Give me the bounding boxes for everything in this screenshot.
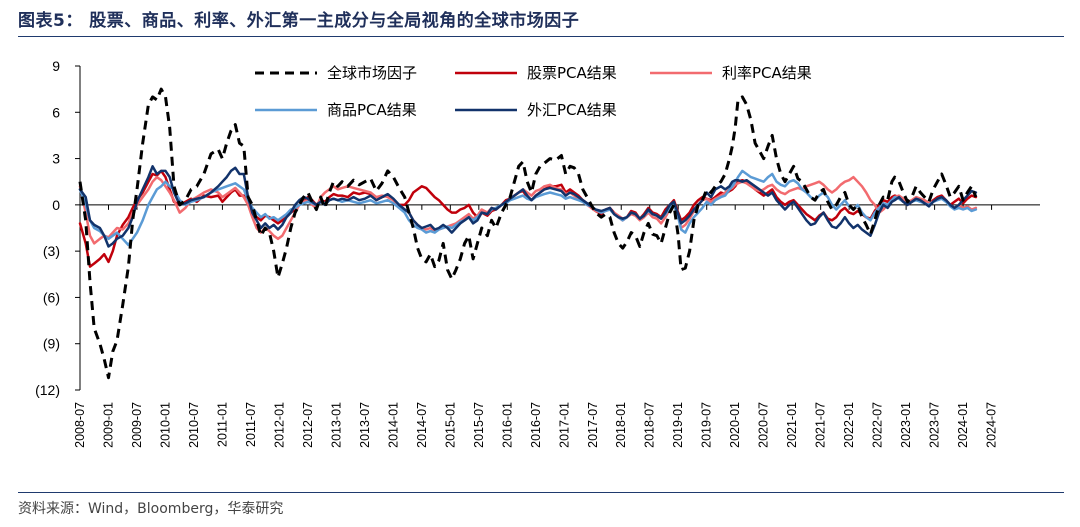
- x-tick-label: 2016-01: [500, 402, 514, 448]
- series-line-3: [78, 169, 978, 247]
- series-line-2: [78, 175, 978, 245]
- chart-title: 图表5： 股票、商品、利率、外汇第一主成分与全局视角的全球市场因子: [18, 11, 580, 31]
- y-tick-label: 9: [52, 58, 60, 74]
- x-tick-label: 2021-07: [814, 402, 828, 448]
- y-tick-label: 3: [52, 151, 60, 167]
- legend-label-3: 商品PCA结果: [327, 101, 417, 119]
- y-tick-label: 0: [52, 197, 60, 213]
- x-tick-label: 2012-07: [301, 402, 315, 448]
- x-tick-label: 2024-07: [985, 402, 999, 448]
- series-line-4: [78, 165, 978, 248]
- x-tick-label: 2013-07: [358, 402, 372, 448]
- chart-axes: 9 6 3 0 (3) (6) (9) (12) 2008-07 2009-01 2009-07 20…: [35, 58, 1040, 448]
- bottom-divider: [18, 492, 1064, 493]
- x-tick-label: 2013-01: [329, 402, 343, 448]
- x-tick-label: 2010-01: [158, 402, 172, 448]
- legend-label-4: 外汇PCA结果: [527, 101, 617, 119]
- x-tick-label: 2023-07: [928, 402, 942, 448]
- x-tick-label: 2014-07: [415, 402, 429, 448]
- x-tick-label: 2009-07: [130, 402, 144, 448]
- x-tick-label: 2015-01: [443, 402, 457, 448]
- x-tick-label: 2010-07: [187, 402, 201, 448]
- x-tick-label: 2012-01: [272, 402, 286, 448]
- x-tick-label: 2018-01: [614, 402, 628, 448]
- series-line-0: [78, 87, 978, 380]
- x-tick-label: 2024-01: [956, 402, 970, 448]
- x-tick-label: 2014-01: [386, 402, 400, 448]
- legend-label-1: 股票PCA结果: [527, 64, 617, 82]
- x-tick-label: 2011-01: [215, 402, 229, 447]
- chart: 9 6 3 0 (3) (6) (9) (12) 2008-07 2009-01 2009-07 20…: [35, 58, 1040, 448]
- x-tick-label: 2008-07: [73, 402, 87, 448]
- legend-label-0: 全球市场因子: [327, 64, 417, 82]
- x-tick-label: 2009-01: [101, 402, 115, 448]
- x-tick-label: 2019-01: [671, 402, 685, 448]
- legend-label-2: 利率PCA结果: [722, 64, 812, 82]
- top-divider: [18, 36, 1064, 37]
- y-tick-label: (6): [43, 289, 60, 305]
- x-tick-label: 2019-07: [700, 402, 714, 448]
- x-tick-label: 2017-01: [557, 402, 571, 448]
- x-tick-label: 2022-07: [871, 402, 885, 448]
- x-tick-label: 2011-07: [244, 402, 258, 447]
- x-tick-label: 2016-07: [529, 402, 543, 448]
- chart-series: [78, 87, 978, 380]
- x-tick-label: 2015-07: [472, 402, 486, 448]
- y-tick-label: (3): [43, 243, 60, 259]
- x-tick-label: 2022-01: [842, 402, 856, 448]
- y-tick-label: (12): [35, 382, 60, 398]
- y-tick-label: (9): [43, 336, 60, 352]
- x-tick-label: 2020-01: [728, 402, 742, 448]
- x-tick-label: 2021-01: [785, 402, 799, 448]
- x-tick-label: 2018-07: [643, 402, 657, 448]
- x-tick-label: 2020-07: [757, 402, 771, 448]
- source-note: 资料来源：Wind，Bloomberg，华泰研究: [18, 501, 284, 517]
- y-tick-label: 6: [52, 104, 60, 120]
- x-tick-label: 2017-07: [586, 402, 600, 448]
- x-tick-label: 2023-01: [899, 402, 913, 448]
